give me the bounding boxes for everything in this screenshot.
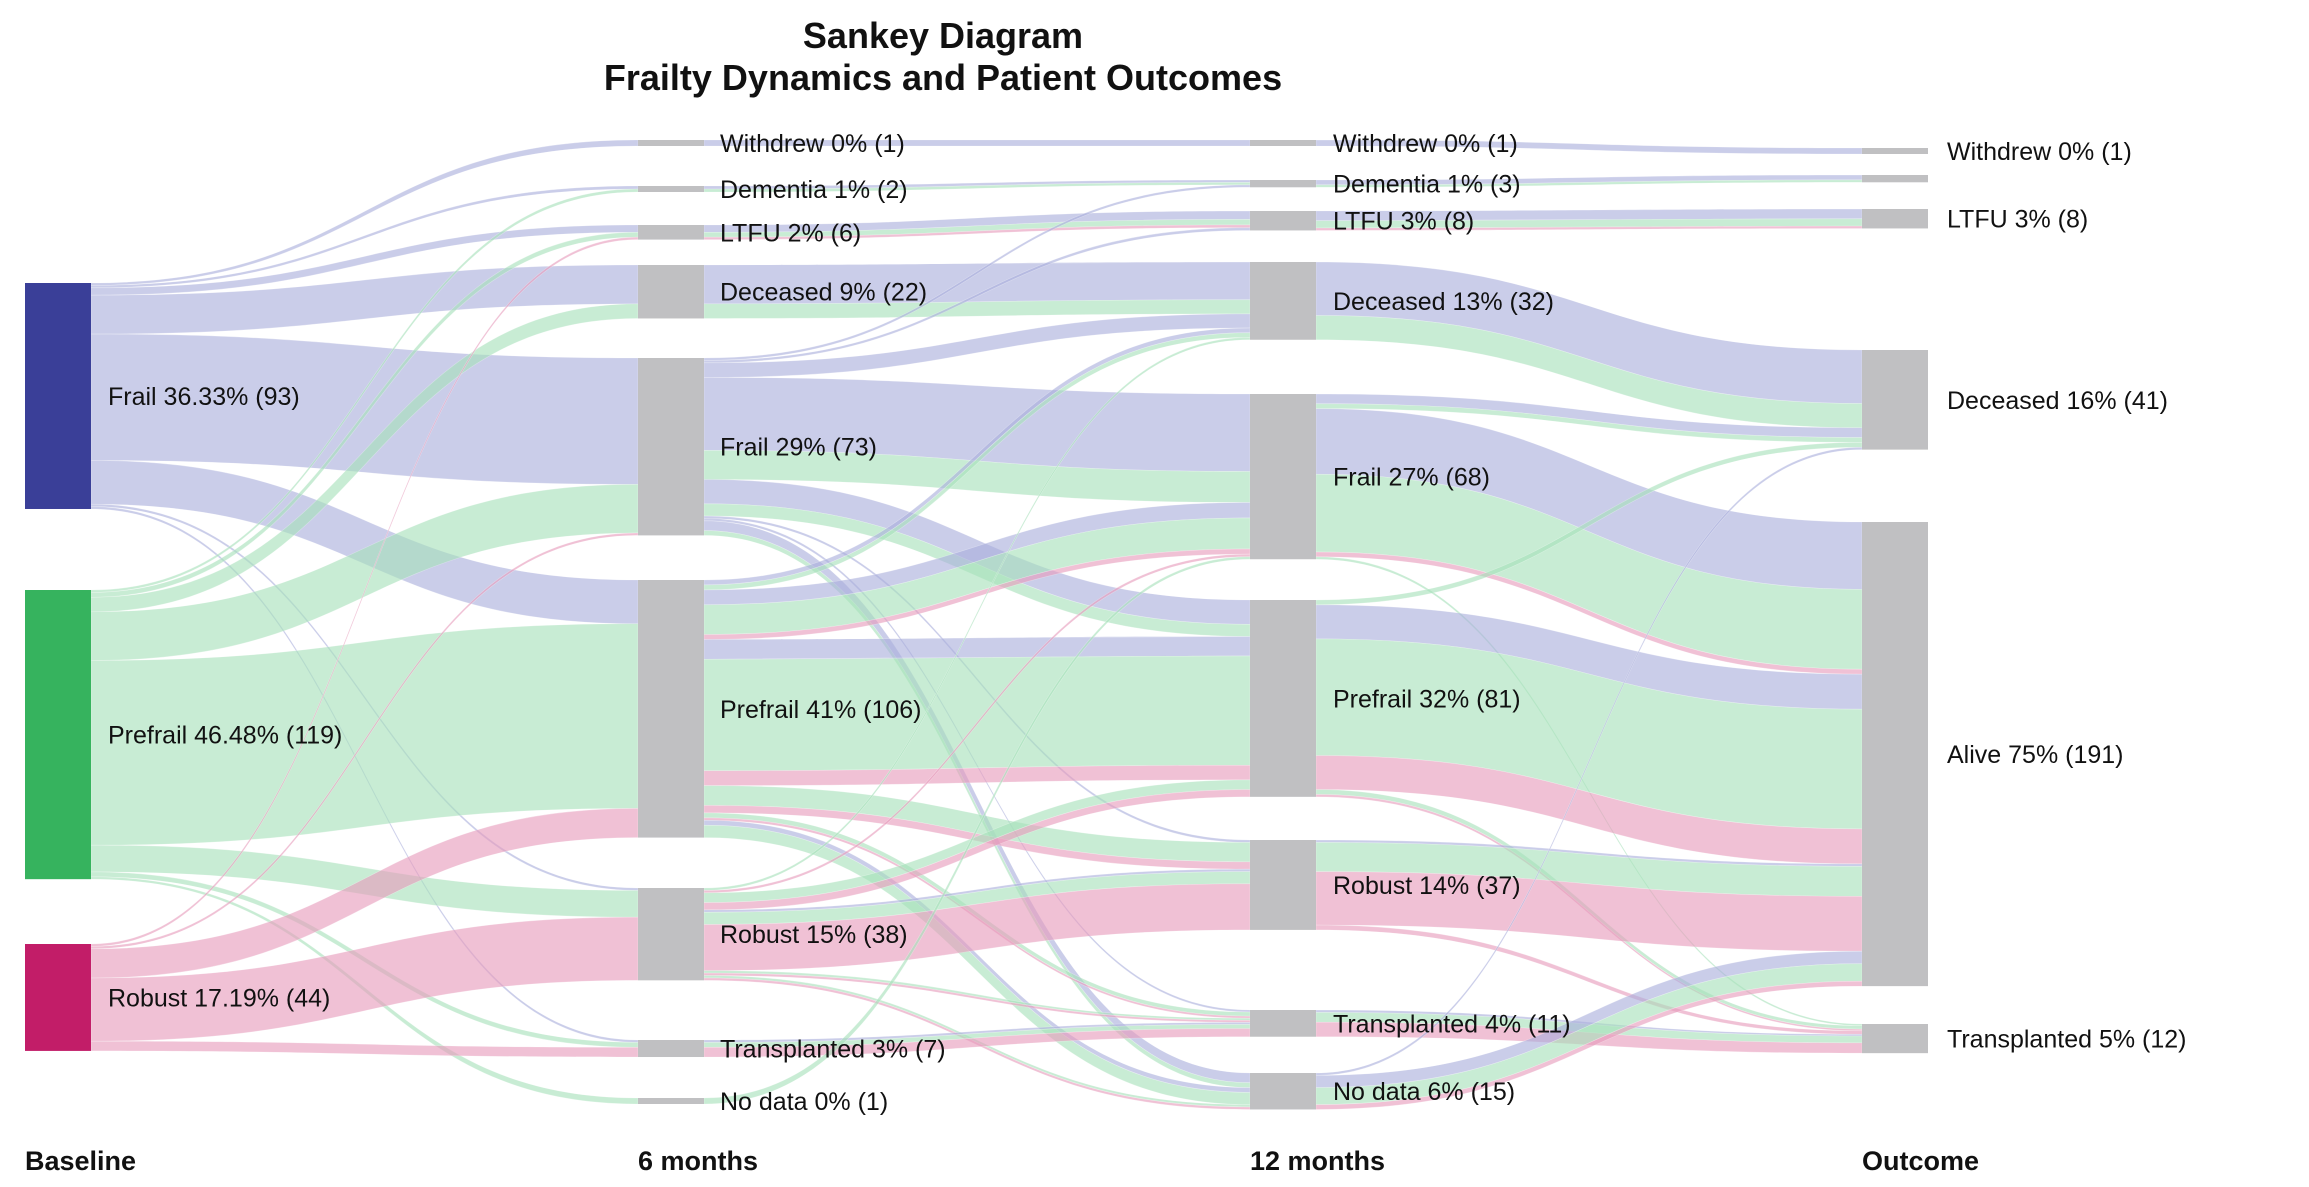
- node-outcome-transplanted: [1862, 1024, 1928, 1054]
- node-outcome-alive: [1862, 522, 1928, 987]
- node-m6-robust: [638, 888, 704, 981]
- stage-label-outcome: Outcome: [1862, 1146, 1979, 1176]
- node-label-m12-deceased: Deceased 13% (32): [1333, 288, 1554, 316]
- node-m6-transplanted: [638, 1040, 704, 1058]
- node-label-m12-ltfu: LTFU 3% (8): [1333, 208, 1474, 236]
- flow-m6-robust-to-m12-transplanted-prefrail: [703, 970, 1251, 1021]
- diagram-title: Sankey Diagram Frailty Dynamics and Pati…: [604, 15, 1282, 98]
- node-label-m6-transplanted: Transplanted 3% (7): [720, 1036, 946, 1064]
- node-label-m12-prefrail: Prefrail 32% (81): [1333, 685, 1521, 713]
- node-m12-deceased: [1250, 262, 1316, 340]
- stage-labels-layer: Baseline 6 months 12 months Outcome: [25, 1146, 1979, 1176]
- node-label-m12-frail: Frail 27% (68): [1333, 464, 1490, 492]
- flow-m6-nodata-to-m12-frail-prefrail: [703, 556, 1251, 1105]
- node-m6-frail: [638, 358, 704, 536]
- node-m6-prefrail: [638, 580, 704, 838]
- node-label-m6-withdrew: Withdrew 0% (1): [720, 130, 905, 158]
- node-m6-withdrew: [638, 140, 704, 146]
- node-label-m12-nodata: No data 6% (15): [1333, 1078, 1515, 1106]
- node-m12-frail: [1250, 394, 1316, 560]
- node-label-m6-ltfu: LTFU 2% (6): [720, 219, 861, 247]
- node-label-m6-dementia: Dementia 1% (2): [720, 176, 908, 204]
- node-label-m12-robust: Robust 14% (37): [1333, 872, 1521, 900]
- node-label-baseline-robust: Robust 17.19% (44): [108, 984, 330, 1012]
- flow-m6-prefrail-to-m12-prefrail-frail: [703, 636, 1251, 660]
- node-m6-ltfu: [638, 225, 704, 240]
- node-baseline-robust: [25, 944, 91, 1051]
- node-baseline-prefrail: [25, 590, 91, 880]
- flow-baseline-robust-to-m6-transplanted-robust: [90, 1040, 639, 1058]
- node-label-m6-prefrail: Prefrail 41% (106): [720, 696, 921, 724]
- node-label-outcome-alive: Alive 75% (191): [1947, 741, 2123, 769]
- node-label-outcome-transplanted: Transplanted 5% (12): [1947, 1026, 2186, 1054]
- nodes-layer: [25, 140, 1928, 1110]
- flows-layer: [90, 139, 1863, 1110]
- stage-label-m12: 12 months: [1250, 1146, 1385, 1176]
- node-label-m12-withdrew: Withdrew 0% (1): [1333, 130, 1518, 158]
- node-label-outcome-ltfu: LTFU 3% (8): [1947, 206, 2088, 234]
- node-m6-deceased: [638, 265, 704, 319]
- node-label-outcome-deceased: Deceased 16% (41): [1947, 387, 2168, 415]
- stage-label-baseline: Baseline: [25, 1146, 136, 1176]
- title-line-1: Sankey Diagram: [803, 15, 1083, 56]
- node-label-outcome-withdrew: Withdrew 0% (1): [1947, 138, 2132, 166]
- node-m6-dementia: [638, 186, 704, 192]
- node-m12-transplanted: [1250, 1010, 1316, 1037]
- node-labels-layer: Frail 36.33% (93) Prefrail 46.48% (119) Ro…: [108, 130, 2186, 1116]
- node-m12-robust: [1250, 840, 1316, 930]
- node-m12-nodata: [1250, 1073, 1316, 1110]
- node-outcome-deceased: [1862, 350, 1928, 450]
- node-label-m6-deceased: Deceased 9% (22): [720, 279, 927, 307]
- stage-label-m6: 6 months: [638, 1146, 758, 1176]
- node-label-m6-robust: Robust 15% (38): [720, 921, 908, 949]
- node-m12-ltfu: [1250, 211, 1316, 231]
- node-label-baseline-prefrail: Prefrail 46.48% (119): [108, 722, 342, 750]
- node-label-m12-dementia: Dementia 1% (3): [1333, 171, 1521, 199]
- node-label-baseline-frail: Frail 36.33% (93): [108, 383, 300, 411]
- node-label-m6-nodata: No data 0% (1): [720, 1088, 888, 1116]
- node-m12-dementia: [1250, 180, 1316, 188]
- flow-baseline-robust-to-m6-prefrail-robust: [90, 808, 639, 979]
- node-label-m12-transplanted: Transplanted 4% (11): [1333, 1010, 1571, 1038]
- node-baseline-frail: [25, 283, 91, 509]
- node-outcome-ltfu: [1862, 209, 1928, 229]
- node-label-m6-frail: Frail 29% (73): [720, 434, 877, 462]
- flow-baseline-robust-to-m6-robust-robust: [90, 916, 639, 1042]
- node-outcome-withdrew: [1862, 148, 1928, 154]
- node-m12-prefrail: [1250, 600, 1316, 797]
- node-m6-nodata: [638, 1098, 704, 1104]
- node-m12-withdrew: [1250, 140, 1316, 146]
- title-line-2: Frailty Dynamics and Patient Outcomes: [604, 57, 1282, 98]
- node-outcome-dementia: [1862, 175, 1928, 183]
